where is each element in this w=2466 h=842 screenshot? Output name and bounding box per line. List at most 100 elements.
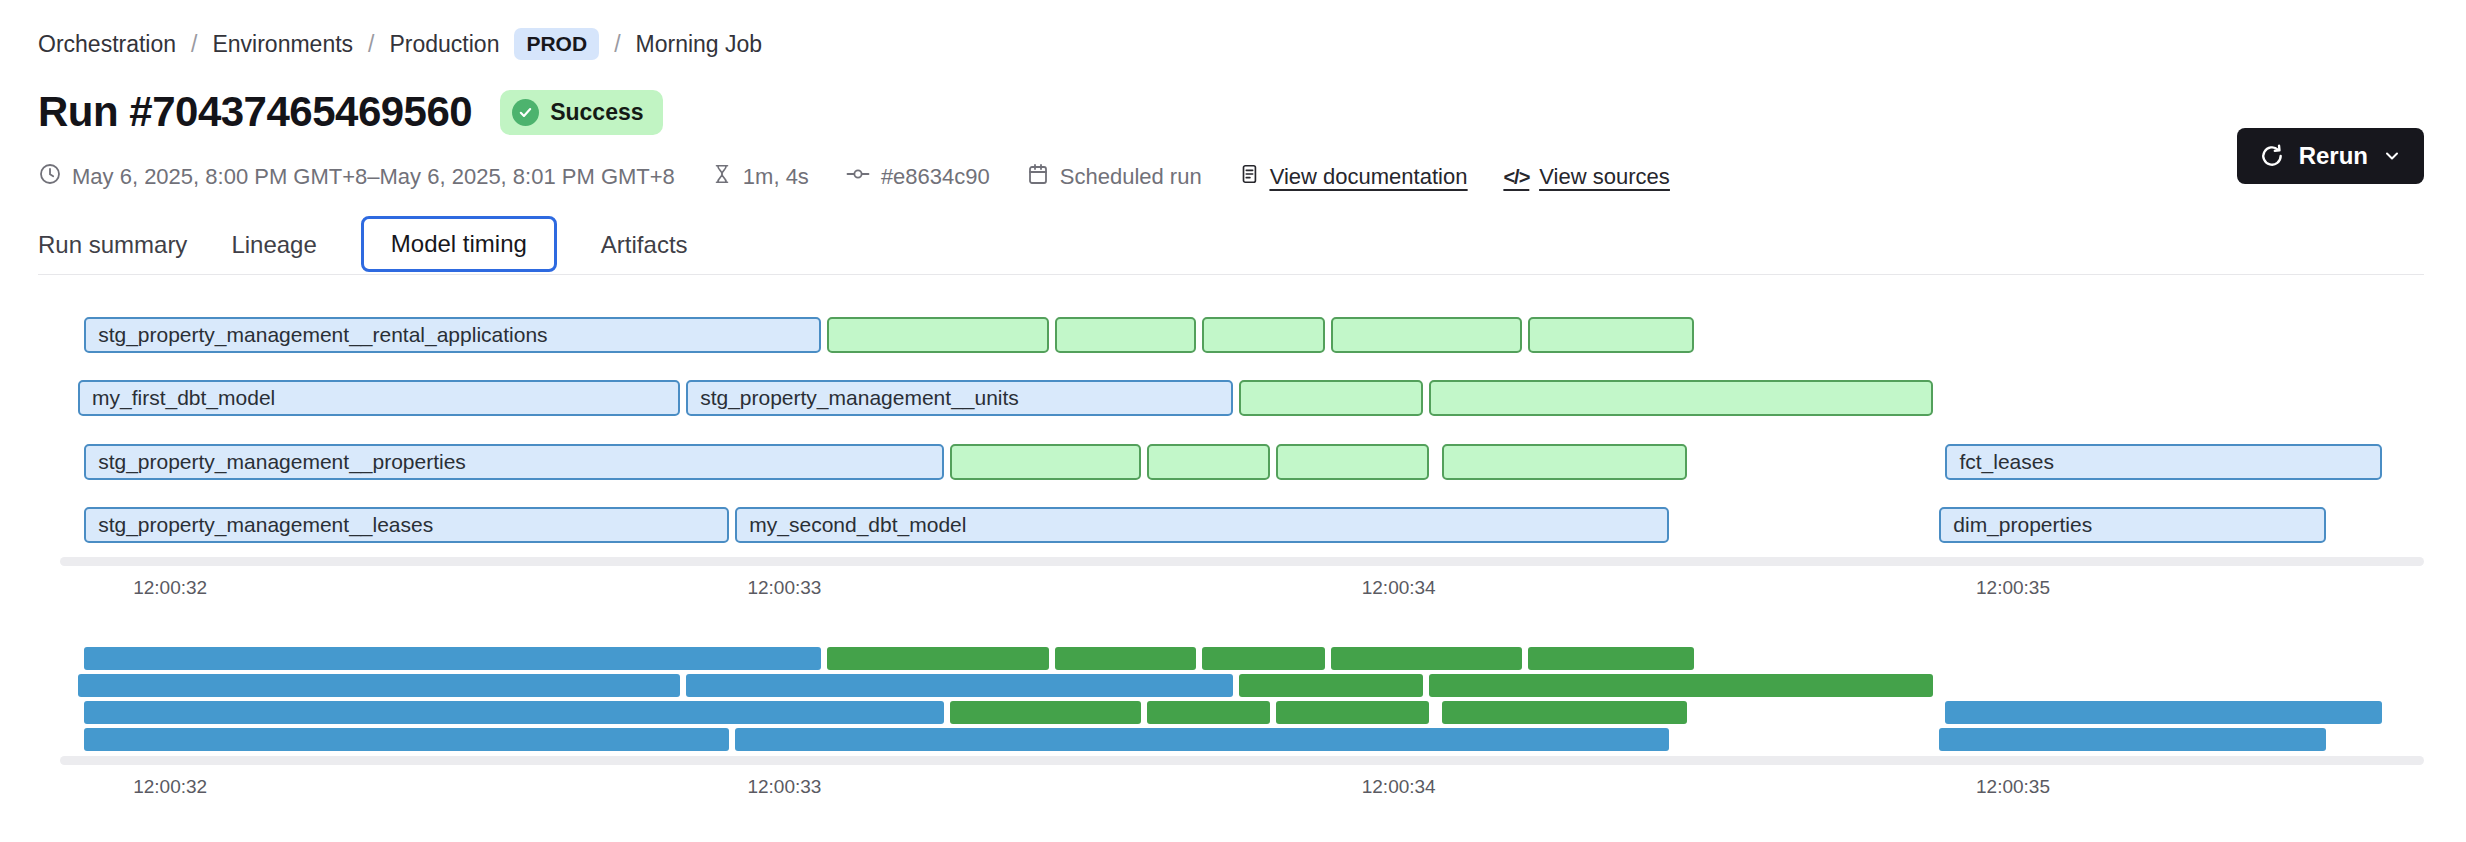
breadcrumb-morning-job[interactable]: Morning Job	[636, 31, 763, 58]
minimap-bar	[1945, 701, 2381, 724]
model-bar-stg_property_management__units[interactable]: stg_property_management__units	[686, 380, 1233, 416]
tab-run-summary[interactable]: Run summary	[38, 218, 187, 272]
minimap-bar	[84, 647, 821, 670]
model-bar-fct_leases[interactable]: fct_leases	[1945, 444, 2381, 480]
time-axis: 12:00:3212:00:3312:00:3412:00:35	[78, 577, 2400, 601]
model-bar-label: my_second_dbt_model	[749, 513, 966, 537]
minimap-bar	[827, 647, 1048, 670]
model-bar-label: my_first_dbt_model	[92, 386, 275, 410]
task-bar[interactable]	[1276, 444, 1430, 480]
task-bar[interactable]	[1147, 444, 1270, 480]
minimap-bar	[84, 701, 944, 724]
run-meta: May 6, 2025, 8:00 PM GMT+8–May 6, 2025, …	[38, 162, 2424, 192]
minimap-bar	[1528, 647, 1694, 670]
rerun-button[interactable]: Rerun	[2237, 128, 2424, 184]
minimap-bar	[1202, 647, 1325, 670]
task-bar[interactable]	[1528, 317, 1694, 353]
minimap-bar	[1276, 701, 1430, 724]
minimap-bar	[950, 701, 1140, 724]
title-row: Run #70437465469560 Success	[38, 88, 2424, 136]
axis-tick-label: 12:00:34	[1362, 776, 1436, 798]
minimap-time-axis: 12:00:32 12:00:33 12:00:34 12:00:35	[78, 776, 2400, 800]
axis-tick-label: 12:00:34	[1362, 577, 1436, 599]
axis-tick-label: 12:00:33	[747, 776, 821, 798]
tab-lineage[interactable]: Lineage	[231, 218, 316, 272]
run-duration: 1m, 4s	[711, 162, 809, 192]
model-bar-my_first_dbt_model[interactable]: my_first_dbt_model	[78, 380, 680, 416]
run-tabs: Run summary Lineage Model timing Artifac…	[38, 216, 2424, 275]
minimap-bar	[1055, 647, 1196, 670]
minimap-scrollbar[interactable]	[60, 756, 2424, 765]
task-bar[interactable]	[1202, 317, 1325, 353]
run-duration-text: 1m, 4s	[743, 164, 809, 190]
breadcrumb-separator: /	[368, 31, 374, 58]
clock-icon	[38, 162, 62, 192]
minimap-bar	[1429, 674, 1933, 697]
view-documentation-label: View documentation	[1270, 164, 1468, 190]
model-bar-label: fct_leases	[1959, 450, 2054, 474]
task-bar[interactable]	[950, 444, 1140, 480]
breadcrumb-separator: /	[614, 31, 620, 58]
refresh-icon	[2259, 143, 2285, 169]
breadcrumb-orchestration[interactable]: Orchestration	[38, 31, 176, 58]
model-bar-label: dim_properties	[1953, 513, 2092, 537]
run-timerange-text: May 6, 2025, 8:00 PM GMT+8–May 6, 2025, …	[72, 164, 675, 190]
gantt-rows: stg_property_management__rental_applicat…	[78, 317, 2400, 543]
breadcrumb-environments[interactable]: Environments	[212, 31, 353, 58]
run-detail-page: Orchestration / Environments / Productio…	[0, 0, 2466, 842]
task-bar[interactable]	[1239, 380, 1423, 416]
task-bar[interactable]	[827, 317, 1048, 353]
hourglass-icon	[711, 162, 733, 192]
minimap-bar	[1331, 647, 1521, 670]
task-bar[interactable]	[1442, 444, 1688, 480]
minimap-bar	[1939, 728, 2326, 751]
run-commit-text: #e8634c90	[881, 164, 990, 190]
run-trigger: Scheduled run	[1026, 162, 1202, 192]
model-bar-stg_property_management__rental_applications[interactable]: stg_property_management__rental_applicat…	[84, 317, 821, 353]
page-title: Run #70437465469560	[38, 88, 472, 136]
breadcrumb-separator: /	[191, 31, 197, 58]
calendar-icon	[1026, 162, 1050, 192]
model-bar-label: stg_property_management__units	[700, 386, 1019, 410]
code-icon: </>	[1503, 166, 1529, 189]
axis-tick-label: 12:00:35	[1976, 577, 2050, 599]
view-sources-label: View sources	[1539, 164, 1669, 190]
model-bar-dim_properties[interactable]: dim_properties	[1939, 507, 2326, 543]
minimap-bar	[1239, 674, 1423, 697]
axis-tick-label: 12:00:32	[133, 776, 207, 798]
axis-tick-label: 12:00:35	[1976, 776, 2050, 798]
model-timing-chart: stg_property_management__rental_applicat…	[38, 317, 2424, 800]
task-bar[interactable]	[1055, 317, 1196, 353]
minimap-bar	[78, 674, 680, 697]
status-label: Success	[550, 99, 643, 126]
view-sources-link[interactable]: </> View sources	[1503, 164, 1669, 190]
status-badge: Success	[500, 90, 662, 135]
task-bar[interactable]	[1331, 317, 1521, 353]
chart-scrollbar[interactable]	[60, 557, 2424, 566]
timeline-minimap	[78, 647, 2400, 751]
tab-artifacts[interactable]: Artifacts	[601, 218, 688, 272]
run-commit: #e8634c90	[845, 162, 990, 192]
model-bar-label: stg_property_management__properties	[98, 450, 466, 474]
axis-tick-label: 12:00:32	[133, 577, 207, 599]
breadcrumb: Orchestration / Environments / Productio…	[38, 28, 2424, 60]
minimap-bar	[84, 728, 729, 751]
model-bar-stg_property_management__leases[interactable]: stg_property_management__leases	[84, 507, 729, 543]
task-bar[interactable]	[1429, 380, 1933, 416]
model-bar-my_second_dbt_model[interactable]: my_second_dbt_model	[735, 507, 1669, 543]
model-bar-stg_property_management__properties[interactable]: stg_property_management__properties	[84, 444, 944, 480]
view-documentation-link[interactable]: View documentation	[1238, 162, 1468, 192]
minimap-bar	[1442, 701, 1688, 724]
minimap-bar	[735, 728, 1669, 751]
rerun-label: Rerun	[2299, 142, 2368, 170]
run-trigger-text: Scheduled run	[1060, 164, 1202, 190]
check-circle-icon	[512, 99, 539, 126]
commit-icon	[845, 162, 871, 192]
minimap-bar	[1147, 701, 1270, 724]
document-icon	[1238, 162, 1260, 192]
breadcrumb-production[interactable]: Production	[389, 31, 499, 58]
prod-badge: PROD	[514, 28, 599, 60]
run-timerange: May 6, 2025, 8:00 PM GMT+8–May 6, 2025, …	[38, 162, 675, 192]
tab-model-timing[interactable]: Model timing	[361, 216, 557, 272]
chevron-down-icon	[2382, 146, 2402, 166]
